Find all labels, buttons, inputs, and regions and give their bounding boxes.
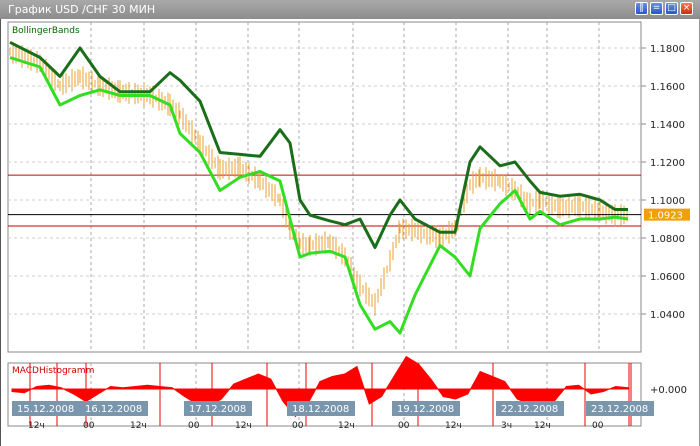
- y-tick-label: 1.1400: [650, 120, 685, 131]
- window-titlebar: График USD /CHF 30 МИН ‖ = □ ×: [0, 0, 700, 19]
- indicator-title: BollingerBands: [12, 26, 80, 36]
- date-badge: [287, 401, 355, 416]
- hour-label: 00: [188, 421, 200, 431]
- hour-label: 00: [398, 421, 410, 431]
- y-tick-label: 1.0400: [650, 310, 685, 321]
- window-title: График USD /CHF 30 МИН: [8, 3, 156, 16]
- close-icon[interactable]: ×: [680, 2, 693, 15]
- current-price-badge: [644, 208, 690, 221]
- date-badge: [80, 401, 148, 416]
- hour-label: 12ч: [28, 421, 45, 431]
- current-price-label: 1.0923: [648, 211, 683, 222]
- y-tick-label: 1.1000: [650, 196, 685, 207]
- date-badge: [392, 401, 460, 416]
- hour-label: 00: [83, 421, 95, 431]
- y-tick-label: 1.1200: [650, 158, 685, 169]
- hour-label: 3ч: [501, 421, 512, 431]
- macd-title: MACDHistogramm: [12, 366, 94, 376]
- hour-label: 12ч: [534, 421, 551, 431]
- price-panel: [7, 21, 642, 353]
- date-label: 18.12.2008: [292, 404, 349, 415]
- date-label: 19.12.2008: [397, 404, 454, 415]
- restore-icon[interactable]: =: [650, 2, 663, 15]
- hour-label: 00: [292, 421, 304, 431]
- hour-label: 12ч: [235, 421, 252, 431]
- y-tick-label: 1.1800: [650, 44, 685, 55]
- tile-icon[interactable]: ‖: [635, 2, 648, 15]
- date-label: 15.12.2008: [17, 404, 74, 415]
- date-label: 17.12.2008: [189, 404, 246, 415]
- date-label: 22.12.2008: [501, 404, 558, 415]
- date-badge: [496, 401, 564, 416]
- y-tick-label: 1.1600: [650, 82, 685, 93]
- lower-band-line: [9, 56, 629, 335]
- date-label: 16.12.2008: [85, 404, 142, 415]
- date-badge: [184, 401, 252, 416]
- macd-zero-label: +0.000: [650, 385, 687, 396]
- hour-label: 12ч: [130, 421, 147, 431]
- hour-label: 00: [592, 421, 604, 431]
- date-badge: [12, 401, 80, 416]
- maximize-icon[interactable]: □: [665, 2, 678, 15]
- y-tick-label: 1.0800: [650, 234, 685, 245]
- hour-label: 12ч: [445, 421, 462, 431]
- date-badge: [586, 401, 654, 416]
- upper-band-line: [9, 40, 628, 249]
- y-tick-label: 1.0600: [650, 272, 685, 283]
- date-label: 23.12.2008: [591, 404, 648, 415]
- hour-label: 12ч: [338, 421, 355, 431]
